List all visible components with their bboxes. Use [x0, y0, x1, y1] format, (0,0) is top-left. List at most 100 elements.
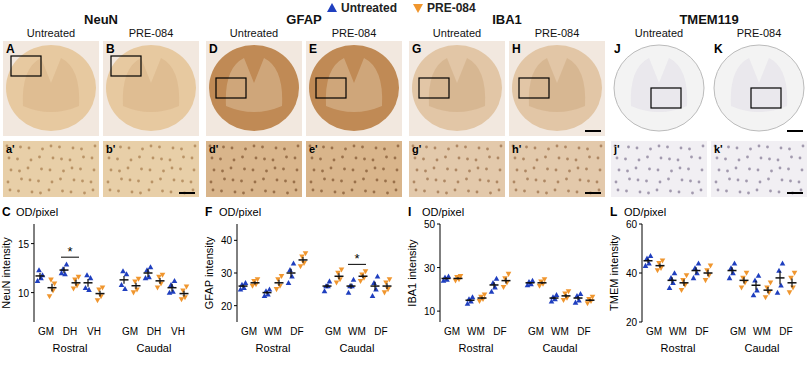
point: [132, 280, 138, 285]
point: [74, 284, 80, 289]
image-frame: [711, 41, 807, 136]
scale-bar: [585, 130, 601, 132]
point: [71, 286, 77, 291]
error-bar: [135, 283, 136, 289]
cell: [798, 181, 801, 184]
cell: [17, 190, 20, 193]
cell: [173, 179, 176, 182]
cell: [192, 189, 195, 192]
cell: [718, 169, 721, 172]
cell: [264, 190, 267, 193]
error-bar: [159, 278, 160, 284]
cell: [330, 167, 333, 170]
cell: [687, 168, 690, 171]
cell: [190, 181, 193, 184]
panel-letter: I: [408, 205, 411, 219]
inset-box: [419, 78, 449, 98]
cell: [423, 190, 426, 193]
significance: *: [67, 244, 72, 259]
cell: [273, 191, 276, 194]
cell: [355, 157, 358, 160]
cell: [516, 169, 519, 172]
point: [470, 294, 476, 299]
mean: [538, 282, 547, 284]
zoom-image: [711, 141, 807, 197]
point: [86, 287, 92, 292]
panel-letter: H: [512, 42, 521, 56]
cell: [789, 180, 792, 183]
zoom-letter: a': [6, 143, 15, 155]
cell: [311, 157, 314, 160]
point: [322, 288, 328, 293]
point: [766, 290, 772, 295]
error-bar: [171, 284, 172, 292]
cell: [748, 168, 751, 171]
cell: [487, 180, 490, 183]
point: [243, 280, 249, 285]
y-tick-label: 10: [424, 306, 436, 317]
cell: [72, 147, 75, 150]
cell: [342, 192, 345, 195]
inset-box: [11, 56, 41, 76]
error-bar: [266, 291, 267, 294]
point: [756, 273, 762, 278]
cell: [255, 157, 258, 160]
cell: [691, 192, 694, 195]
cell: [656, 189, 659, 192]
error-bar: [541, 281, 542, 284]
cell: [313, 169, 316, 172]
scale-bar: [787, 130, 803, 132]
mean: [526, 282, 535, 284]
point: [180, 288, 186, 293]
cell: [669, 190, 672, 193]
cell: [116, 158, 119, 161]
plot-area: [441, 272, 596, 306]
cell: [310, 181, 313, 184]
point: [375, 273, 381, 278]
error-bar: [743, 277, 744, 283]
error-bar: [577, 296, 578, 300]
cell: [679, 167, 682, 170]
cell: [60, 158, 63, 161]
error-bar: [493, 282, 494, 288]
cell: [343, 168, 346, 171]
cell: [628, 178, 631, 181]
cell: [636, 147, 639, 150]
cell: [514, 157, 517, 160]
image-label: PRE-084: [332, 27, 377, 39]
cell: [777, 159, 780, 162]
point: [780, 260, 786, 265]
category-label: GM: [730, 326, 746, 337]
image-frame: [509, 41, 605, 136]
cell: [496, 181, 499, 184]
y-axis: [440, 224, 441, 322]
point: [658, 266, 664, 271]
point: [158, 282, 164, 287]
cell: [118, 170, 121, 173]
cell: [353, 145, 356, 148]
point: [489, 289, 495, 294]
cell: [616, 157, 619, 160]
cell: [646, 156, 649, 159]
cell: [578, 147, 581, 150]
error-bar: [767, 287, 768, 293]
cell: [51, 181, 54, 184]
cell: [588, 156, 591, 159]
cell: [29, 179, 32, 182]
category-label: VH: [87, 326, 101, 337]
gray-matter: [123, 58, 179, 112]
cell: [465, 178, 468, 181]
y-tick: [31, 292, 34, 293]
cell: [296, 169, 299, 172]
point: [775, 290, 781, 295]
cell: [251, 189, 254, 192]
cell: [219, 158, 222, 161]
cell: [648, 168, 651, 171]
cell: [700, 189, 703, 192]
cell: [526, 178, 529, 181]
cell: [477, 167, 480, 170]
point: [274, 287, 280, 292]
cell: [625, 190, 628, 193]
cell: [364, 190, 367, 193]
point: [48, 278, 54, 283]
